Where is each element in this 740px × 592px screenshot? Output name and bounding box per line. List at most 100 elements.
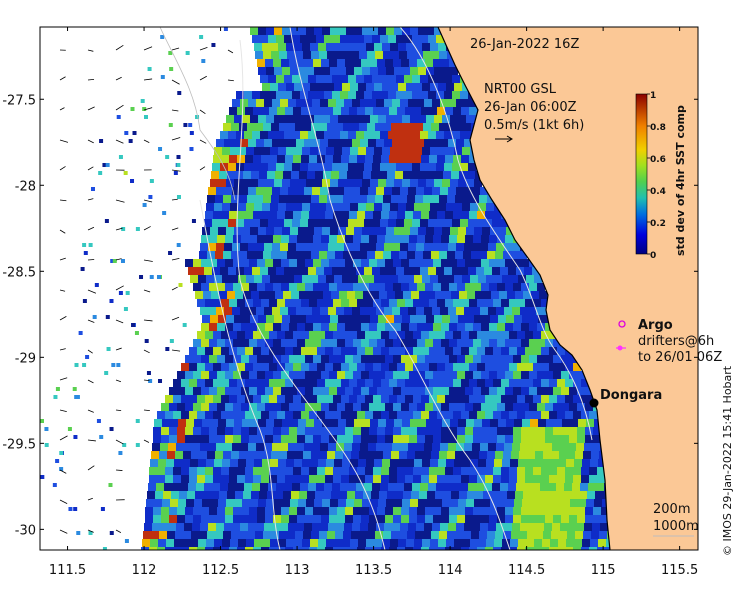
sst-cell [370, 67, 378, 75]
sst-cell [515, 491, 523, 499]
sst-cell [293, 475, 301, 483]
current-vector [115, 469, 123, 471]
sst-cell [307, 291, 315, 299]
sst-cell [401, 235, 409, 243]
sst-cell [341, 547, 349, 550]
sst-cell [368, 99, 376, 107]
sst-cell [431, 51, 439, 59]
sst-cell [328, 99, 336, 107]
sst-cell [456, 243, 464, 251]
sst-cell [286, 147, 294, 155]
sst-cell [218, 499, 226, 507]
sst-cell [312, 523, 320, 531]
sst-cell [407, 251, 415, 259]
sst-cell [385, 507, 393, 515]
sst-cell [241, 323, 249, 331]
sst-cell [541, 411, 549, 419]
sst-cell [357, 107, 365, 115]
sst-cell [384, 99, 392, 107]
sst-cell [500, 483, 508, 491]
sst-cell [219, 171, 227, 179]
sst-cell [279, 195, 287, 203]
sst-cell [499, 291, 507, 299]
sst-cell [566, 459, 574, 467]
sst-cell [290, 115, 298, 123]
sst-cell [172, 483, 180, 491]
sst-cell [409, 403, 417, 411]
sst-cell [455, 195, 463, 203]
sst-cell [373, 475, 381, 483]
sst-cell [221, 467, 229, 475]
sst-cell [449, 515, 457, 523]
sst-cell [274, 179, 282, 187]
sst-cell [149, 475, 157, 483]
sst-cell [473, 323, 481, 331]
sst-cell [410, 179, 418, 187]
sst-cell [232, 187, 240, 195]
sst-cell [528, 307, 536, 315]
sst-cell [465, 323, 473, 331]
sst-cell [353, 427, 361, 435]
sst-cell [553, 355, 561, 363]
sst-cell [309, 299, 317, 307]
current-vector [227, 49, 234, 54]
sst-cell [375, 251, 383, 259]
sst-cell [409, 371, 417, 379]
sst-cell [289, 339, 297, 347]
sst-cell [461, 363, 469, 371]
sst-cell [595, 491, 603, 499]
sst-cell [466, 419, 474, 427]
sst-cell [427, 491, 435, 499]
sst-cell [192, 443, 200, 451]
sst-cell [271, 451, 279, 459]
sst-cell [268, 131, 276, 139]
sst-cell [258, 315, 266, 323]
sst-cell [266, 115, 274, 123]
sst-cell [389, 363, 397, 371]
sst-cell [295, 531, 303, 539]
sst-cell [354, 27, 362, 35]
sst-cell [517, 363, 525, 371]
sst-cell [263, 195, 271, 203]
sst-cell [305, 507, 313, 515]
sst-cell [337, 59, 345, 67]
sst-cell [459, 491, 467, 499]
sst-cell [358, 459, 366, 467]
sst-cell [285, 395, 293, 403]
sst-cell [402, 419, 410, 427]
sst-cell [265, 427, 273, 435]
sst-cell [144, 115, 149, 119]
sst-cell [157, 547, 165, 550]
sst-cell [537, 339, 545, 347]
sst-cell [581, 395, 589, 403]
sst-cell [265, 235, 273, 243]
drifters-label: drifters@6h [638, 334, 714, 349]
sst-cell [509, 395, 517, 403]
sst-cell [236, 267, 244, 275]
sst-cell [465, 387, 473, 395]
sst-cell [341, 395, 349, 403]
sst-cell [506, 499, 514, 507]
sst-cell [598, 539, 606, 547]
x-tick-label: 115 [591, 563, 616, 578]
sst-cell [288, 523, 296, 531]
sst-cell [461, 331, 469, 339]
sst-cell [167, 451, 175, 459]
sst-cell [52, 483, 57, 487]
sst-cell [324, 35, 332, 43]
sst-cell [356, 483, 364, 491]
sst-cell [433, 371, 441, 379]
sst-cell [266, 499, 274, 507]
sst-cell [411, 171, 419, 179]
sst-cell [220, 219, 228, 227]
sst-cell [485, 475, 493, 483]
sst-cell [226, 227, 234, 235]
sst-cell [287, 195, 295, 203]
sst-cell [205, 211, 213, 219]
sst-cell [332, 267, 340, 275]
sst-cell [266, 227, 274, 235]
sst-cell [242, 227, 250, 235]
sst-cell [185, 507, 193, 515]
sst-cell [256, 307, 264, 315]
sst-cell [283, 171, 291, 179]
